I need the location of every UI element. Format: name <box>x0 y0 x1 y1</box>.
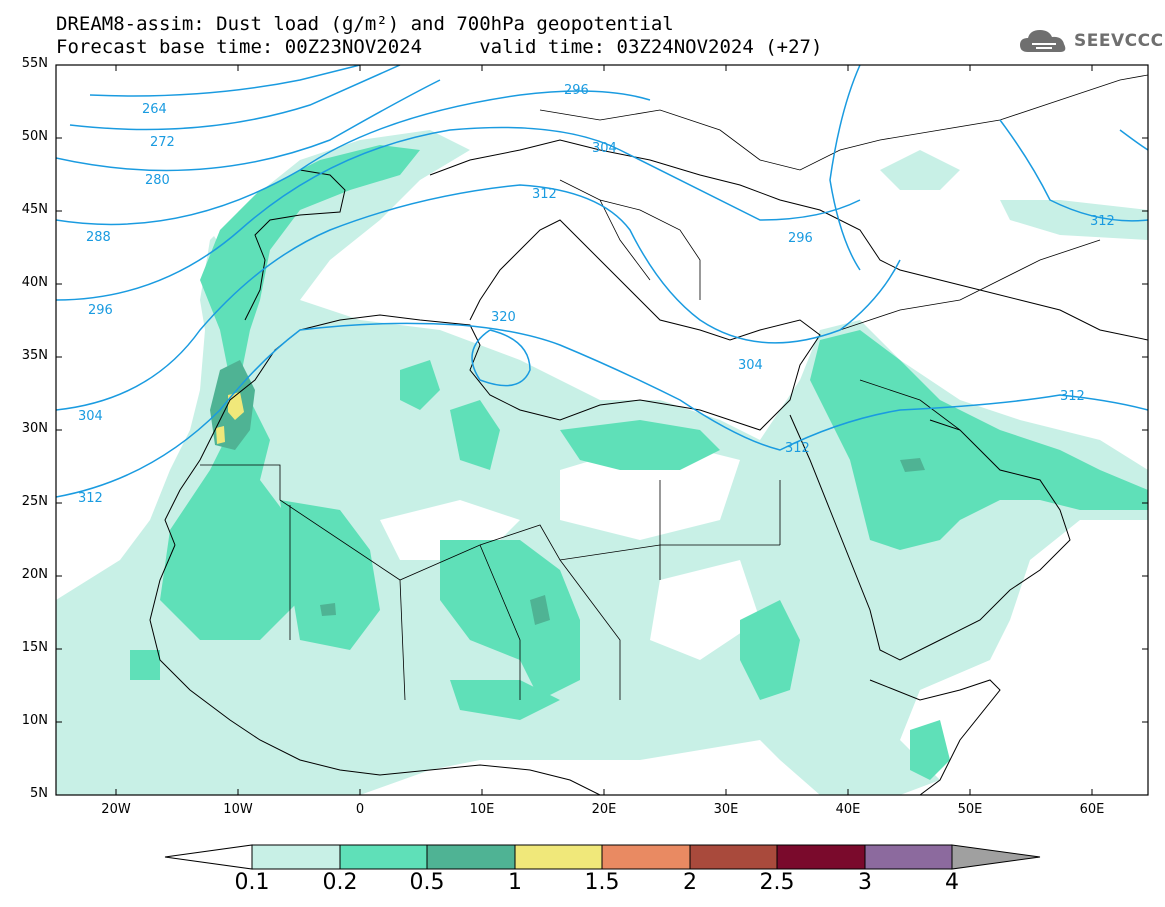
lon-label: 30E <box>713 802 739 817</box>
contour-label: 296 <box>88 303 113 318</box>
lat-label: 45N <box>21 202 48 217</box>
colorbar-label: 2.5 <box>759 870 795 895</box>
contour-label: 304 <box>78 409 103 424</box>
colorbar-label: 0.2 <box>322 870 358 895</box>
lon-label: 10W <box>223 802 253 817</box>
lat-label: 30N <box>21 421 48 436</box>
logo-text: SEEVCCC <box>1074 31 1164 51</box>
contour-label: 320 <box>491 310 516 325</box>
contour-label: 312 <box>1090 214 1115 229</box>
lon-label: 50E <box>957 802 983 817</box>
contour-label: 264 <box>142 102 167 117</box>
colorbar-label: 1 <box>508 870 522 895</box>
contour-label: 312 <box>785 441 810 456</box>
colorbar <box>164 844 1041 870</box>
colorbar-label: 2 <box>683 870 697 895</box>
lon-label: 0 <box>355 802 365 817</box>
map-title-line2: Forecast base time: 00Z23NOV2024 valid t… <box>56 36 823 58</box>
contour-label: 312 <box>532 187 557 202</box>
contour-label: 296 <box>564 83 589 98</box>
seevccc-logo: SEEVCCC <box>1018 26 1164 56</box>
contour-label: 296 <box>788 231 813 246</box>
lon-label: 20E <box>591 802 617 817</box>
lon-label: 20W <box>101 802 131 817</box>
contour-label: 312 <box>1060 389 1085 404</box>
contour-label: 288 <box>86 230 111 245</box>
map-title-line1: DREAM8-assim: Dust load (g/m²) and 700hP… <box>56 13 674 35</box>
lat-label: 10N <box>21 713 48 728</box>
colorbar-label: 0.1 <box>234 870 270 895</box>
contour-label: 272 <box>150 135 175 150</box>
lat-label: 25N <box>21 494 48 509</box>
lat-label: 15N <box>21 640 48 655</box>
cloud-icon <box>1020 30 1066 52</box>
lon-label: 40E <box>835 802 861 817</box>
contour-label: 304 <box>738 358 763 373</box>
lon-label: 10E <box>469 802 495 817</box>
lat-label: 40N <box>21 275 48 290</box>
colorbar-label: 3 <box>858 870 872 895</box>
lon-label: 60E <box>1079 802 1105 817</box>
lat-label: 5N <box>30 786 48 801</box>
contour-label: 312 <box>78 491 103 506</box>
lat-label: 50N <box>21 129 48 144</box>
contour-label: 304 <box>592 141 617 156</box>
colorbar-label: 0.5 <box>409 870 445 895</box>
lat-label: 55N <box>21 56 48 71</box>
lat-label: 20N <box>21 567 48 582</box>
contour-label: 280 <box>145 173 170 188</box>
colorbar-label: 1.5 <box>584 870 620 895</box>
lat-label: 35N <box>21 348 48 363</box>
dust-load-field: 264 272 280 288 296 304 312 296 304 312 … <box>56 65 1148 795</box>
colorbar-label: 4 <box>945 870 959 895</box>
